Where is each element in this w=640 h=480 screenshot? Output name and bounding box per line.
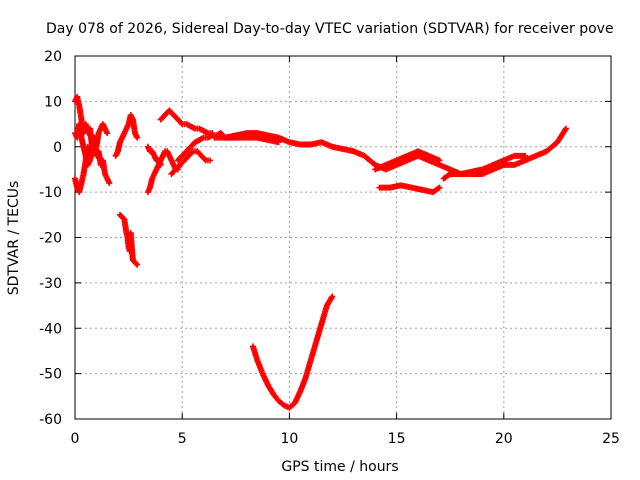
y-tick-label: -30 — [39, 276, 62, 292]
x-tick-label: 5 — [178, 431, 187, 447]
data-point — [207, 157, 214, 164]
tick-labels: 0 5 10 15 20 25 -60 -50 -40 -30 -20 -10 0 10 20 — [39, 49, 620, 447]
y-tick-label: 0 — [53, 140, 62, 156]
x-axis-label: GPS time / hours — [281, 459, 398, 475]
series-arc-early-a — [72, 93, 113, 187]
x-tick-label: 20 — [495, 431, 513, 447]
data-point — [562, 125, 569, 132]
series-drop-b — [127, 229, 141, 268]
data-point — [188, 149, 195, 156]
y-tick-label: -60 — [39, 412, 62, 428]
series-arc-mid-c — [157, 107, 216, 137]
axes — [74, 55, 612, 420]
x-tick-label: 0 — [71, 431, 80, 447]
series-arc-mid-b — [144, 143, 164, 168]
series-arc-early-d — [112, 111, 141, 159]
data-points — [72, 93, 569, 411]
data-point — [436, 157, 443, 164]
data-point — [106, 180, 113, 187]
chart-title: Day 078 of 2026, Sidereal Day-to-day VTE… — [46, 21, 614, 37]
data-point — [133, 260, 140, 267]
y-tick-label: -40 — [39, 321, 62, 337]
y-axis-label: SDTVAR / TECUs — [6, 181, 22, 296]
data-point — [436, 184, 443, 191]
data-point — [522, 152, 529, 159]
grid-lines — [75, 56, 611, 419]
data-point — [329, 293, 336, 300]
series-arc-late-c — [440, 152, 529, 182]
series-drop-a — [117, 211, 133, 255]
series-long-arc — [211, 125, 569, 177]
y-tick-label: -50 — [39, 367, 62, 383]
y-tick-label: -10 — [39, 185, 62, 201]
x-tick-label: 15 — [388, 431, 406, 447]
data-point — [201, 156, 208, 163]
y-tick-label: 10 — [44, 94, 62, 110]
series-v-dip — [249, 293, 336, 411]
series-arc-early-c — [72, 121, 100, 168]
data-point — [157, 161, 164, 168]
y-tick-label: -20 — [39, 231, 62, 247]
x-tick-label: 10 — [280, 431, 298, 447]
series-arc-late-b — [376, 182, 443, 196]
data-point — [134, 134, 141, 141]
data-point — [134, 261, 141, 268]
x-tick-label: 25 — [602, 431, 620, 447]
series-arc-mid-d — [168, 148, 214, 177]
data-point — [104, 130, 111, 137]
data-point — [178, 119, 185, 126]
data-point — [93, 134, 100, 141]
y-tick-label: 20 — [44, 49, 62, 65]
series-arc-late-a — [372, 148, 443, 173]
